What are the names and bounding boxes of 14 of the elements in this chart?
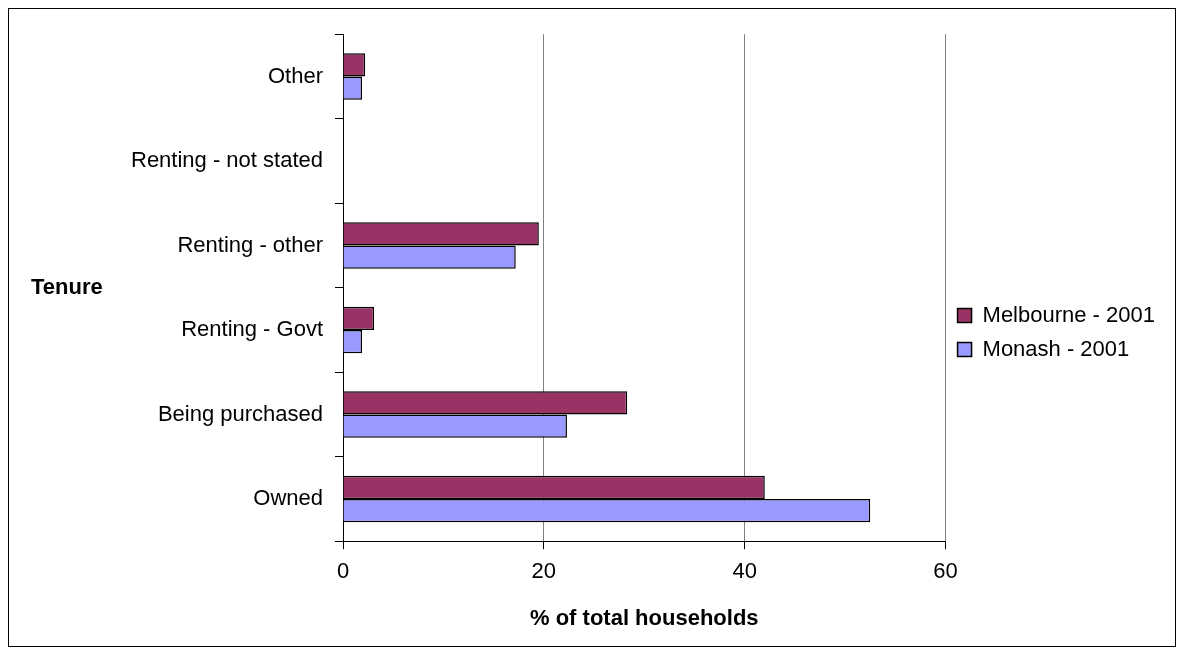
legend-label: Melbourne - 2001 [982, 301, 1156, 327]
y-tick-label: Renting - Govt [181, 316, 324, 342]
y-axis-title: Tenure [31, 273, 103, 299]
x-tick-label: 40 [732, 558, 757, 584]
x-axis-title: % of total households [530, 604, 759, 630]
y-tick-label: Other [267, 62, 324, 88]
y-tick-label: Being purchased [157, 400, 324, 426]
x-tick-label: 0 [336, 558, 350, 584]
y-tick-label: Renting - not stated [130, 147, 324, 173]
x-tick-label: 60 [933, 558, 958, 584]
legend-label: Monash - 2001 [982, 335, 1130, 361]
y-tick-label: Owned [253, 485, 324, 511]
y-tick-label: Renting - other [177, 231, 324, 257]
x-tick-label: 20 [531, 558, 557, 584]
